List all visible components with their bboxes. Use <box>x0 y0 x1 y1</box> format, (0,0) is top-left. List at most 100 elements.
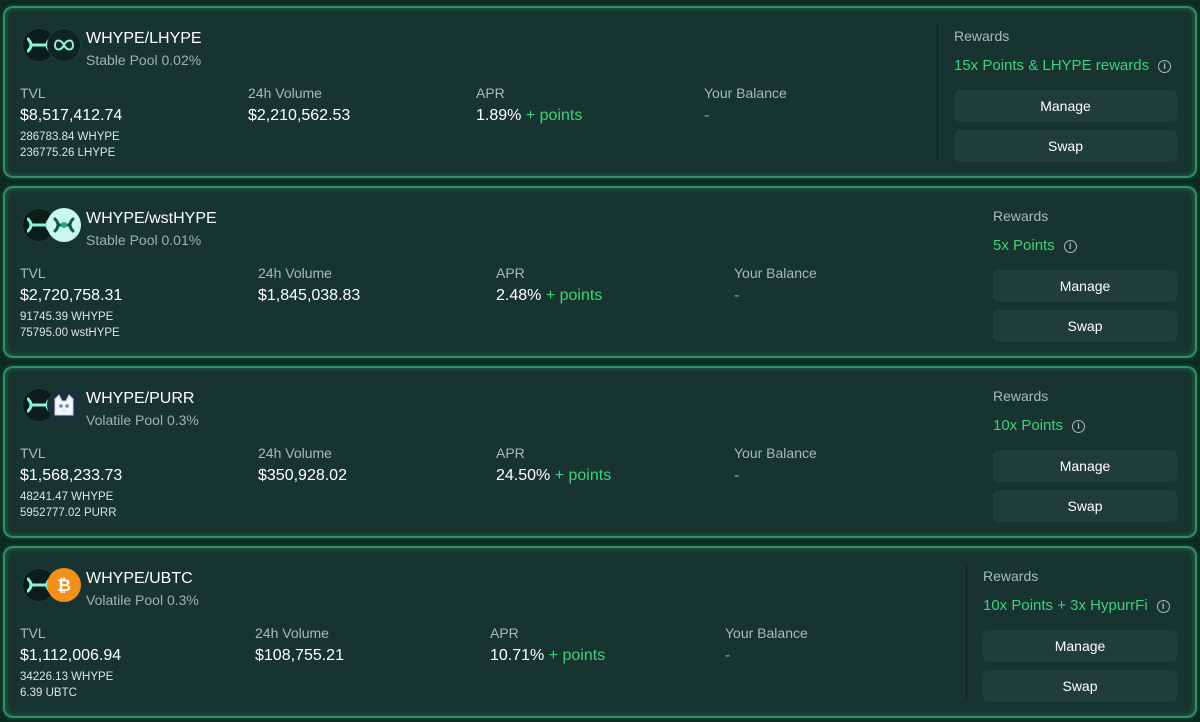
pool-card[interactable]: WHYPE/PURR Volatile Pool 0.3% TVL $1,568… <box>3 366 1197 538</box>
rewards-info[interactable]: 10x Points + 3x HypurrFi i <box>983 595 1177 617</box>
balance-value: - <box>725 647 731 664</box>
apr-points: + points <box>525 107 583 124</box>
balance-label: Your Balance <box>725 625 808 641</box>
pool-type: Volatile Pool 0.3% <box>86 412 199 428</box>
swap-button[interactable]: Swap <box>954 130 1177 162</box>
info-icon[interactable]: i <box>1063 239 1077 253</box>
balance-stat: Your Balance - <box>704 84 787 129</box>
pool-type: Volatile Pool 0.3% <box>86 592 199 608</box>
balance-stat: Your Balance - <box>725 624 808 669</box>
tvl-value: $1,568,233.73 <box>20 467 123 484</box>
reserve-b: 5952777.02 PURR <box>20 507 117 519</box>
swap-button[interactable]: Swap <box>993 310 1177 342</box>
apr-stat: APR 24.50% + points <box>496 444 611 489</box>
pair-name: WHYPE/UBTC <box>86 570 193 587</box>
info-icon[interactable]: i <box>1072 419 1086 433</box>
volume-label: 24h Volume <box>258 265 332 281</box>
tvl-stat: TVL $1,568,233.73 48241.47 WHYPE 5952777… <box>20 444 122 521</box>
apr-label: APR <box>490 625 519 641</box>
apr-stat: APR 2.48% + points <box>496 264 602 309</box>
pair-name: WHYPE/LHYPE <box>86 30 202 47</box>
rewards-label: Rewards <box>993 388 1049 404</box>
info-icon[interactable]: i <box>1156 599 1170 613</box>
pair-name: WHYPE/wstHYPE <box>86 210 217 227</box>
swap-button[interactable]: Swap <box>993 490 1177 522</box>
volume-label: 24h Volume <box>258 445 332 461</box>
rewards-panel: Rewards 15x Points & LHYPE rewards i Mana… <box>937 24 1177 162</box>
pair-name: WHYPE/PURR <box>86 390 195 407</box>
pool-card[interactable]: ₿ WHYPE/UBTC Volatile Pool 0.3% TVL $1,1… <box>3 546 1197 718</box>
tvl-stat: TVL $1,112,006.94 34226.13 WHYPE 6.39 UB… <box>20 624 121 701</box>
rewards-value: 10x Points <box>993 417 1064 434</box>
tvl-value: $1,112,006.94 <box>20 647 122 664</box>
volume-value: $2,210,562.53 <box>248 107 351 124</box>
purr-cat-icon <box>47 388 81 422</box>
rewards-panel: Rewards 5x Points i Manage Swap <box>977 204 1177 342</box>
volume-value: $350,928.02 <box>258 467 347 484</box>
apr-percent: 10.71% <box>490 647 545 664</box>
volume-label: 24h Volume <box>255 625 329 641</box>
pool-header: WHYPE/PURR Volatile Pool 0.3% <box>22 388 199 431</box>
token-pair-icons <box>22 208 82 244</box>
pool-card[interactable]: WHYPE/LHYPE Stable Pool 0.02% TVL $8,517… <box>3 6 1197 178</box>
pool-header: ₿ WHYPE/UBTC Volatile Pool 0.3% <box>22 568 199 611</box>
token-pair-icons <box>22 28 82 64</box>
volume-stat: 24h Volume $350,928.02 <box>258 444 347 489</box>
volume-label: 24h Volume <box>248 85 322 101</box>
volume-stat: 24h Volume $108,755.21 <box>255 624 344 669</box>
token-pair-icons: ₿ <box>22 568 82 604</box>
tvl-value: $8,517,412.74 <box>20 107 123 124</box>
rewards-info[interactable]: 5x Points i <box>993 235 1177 257</box>
rewards-label: Rewards <box>954 28 1010 44</box>
manage-button[interactable]: Manage <box>993 450 1177 482</box>
rewards-panel: Rewards 10x Points + 3x HypurrFi i Manage… <box>966 564 1177 702</box>
reserve-b: 236775.26 LHYPE <box>20 147 116 159</box>
rewards-panel: Rewards 10x Points i Manage Swap <box>977 384 1177 522</box>
balance-value: - <box>734 467 740 484</box>
tvl-stat: TVL $8,517,412.74 286783.84 WHYPE 236775… <box>20 84 122 161</box>
reserve-a: 34226.13 WHYPE <box>20 671 114 683</box>
rewards-label: Rewards <box>993 208 1049 224</box>
apr-value: 10.71% + points <box>490 643 605 669</box>
pool-header: WHYPE/LHYPE Stable Pool 0.02% <box>22 28 202 71</box>
tvl-label: TVL <box>20 265 46 281</box>
pool-card[interactable]: WHYPE/wstHYPE Stable Pool 0.01% TVL $2,7… <box>3 186 1197 358</box>
manage-button[interactable]: Manage <box>983 630 1177 662</box>
apr-value: 2.48% + points <box>496 283 602 309</box>
tvl-value: $2,720,758.31 <box>20 287 123 304</box>
rewards-label: Rewards <box>983 568 1039 584</box>
reserve-a: 48241.47 WHYPE <box>20 491 114 503</box>
manage-button[interactable]: Manage <box>993 270 1177 302</box>
tvl-stat: TVL $2,720,758.31 91745.39 WHYPE 75795.0… <box>20 264 122 341</box>
balance-label: Your Balance <box>704 85 787 101</box>
reserve-b: 75795.00 wstHYPE <box>20 327 120 339</box>
apr-percent: 2.48% <box>496 287 542 304</box>
reserve-a: 286783.84 WHYPE <box>20 131 120 143</box>
rewards-info[interactable]: 10x Points i <box>993 415 1177 437</box>
token-pair-icons <box>22 388 82 424</box>
volume-stat: 24h Volume $1,845,038.83 <box>258 264 360 309</box>
manage-button[interactable]: Manage <box>954 90 1177 122</box>
apr-label: APR <box>476 85 505 101</box>
apr-percent: 1.89% <box>476 107 522 124</box>
tvl-label: TVL <box>20 445 46 461</box>
svg-text:₿: ₿ <box>57 576 71 596</box>
pool-header: WHYPE/wstHYPE Stable Pool 0.01% <box>22 208 217 251</box>
balance-value: - <box>734 287 740 304</box>
volume-value: $1,845,038.83 <box>258 287 361 304</box>
pool-type: Stable Pool 0.01% <box>86 232 202 248</box>
balance-label: Your Balance <box>734 445 817 461</box>
tvl-label: TVL <box>20 85 46 101</box>
pool-type: Stable Pool 0.02% <box>86 52 202 68</box>
balance-stat: Your Balance - <box>734 444 817 489</box>
swap-button[interactable]: Swap <box>983 670 1177 702</box>
info-icon[interactable]: i <box>1158 59 1172 73</box>
apr-label: APR <box>496 265 525 281</box>
rewards-value: 5x Points <box>993 237 1055 254</box>
volume-stat: 24h Volume $2,210,562.53 <box>248 84 350 129</box>
apr-percent: 24.50% <box>496 467 551 484</box>
wsthype-icon <box>47 208 81 242</box>
rewards-info[interactable]: 15x Points & LHYPE rewards i <box>954 55 1177 77</box>
apr-value: 24.50% + points <box>496 463 611 489</box>
